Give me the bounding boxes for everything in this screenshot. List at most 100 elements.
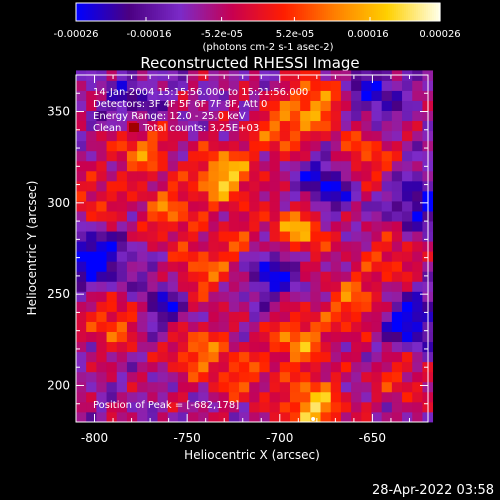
heatmap-cell [126,160,138,172]
colorbar-segment [424,3,427,21]
heatmap-cell [300,391,311,403]
heatmap-cell [381,150,393,162]
heatmap-cell [381,261,393,272]
heatmap-cell [310,70,321,81]
heatmap-cell [259,211,270,222]
heatmap-cell [76,140,87,152]
heatmap-cell [147,221,158,232]
heatmap-cell [412,130,423,142]
heatmap-cell [86,90,97,101]
heatmap-cell [167,371,179,383]
heatmap-cell [371,361,383,373]
heatmap-cell [249,140,260,152]
heatmap-cell [157,190,169,202]
heatmap-cell [218,100,230,112]
colorbar-segment [284,3,287,21]
heatmap-cell [351,150,362,162]
heatmap-cell [279,301,291,312]
heatmap-cell [208,361,220,373]
heatmap-cell [198,241,209,252]
heatmap-cell [228,381,240,393]
colorbar-segment [138,3,141,21]
colorbar-segment [108,3,111,21]
heatmap-cell [228,391,240,403]
heatmap-cell [330,261,342,272]
heatmap-cell [371,140,383,152]
heatmap-cell [279,211,291,222]
colorbar-segment [136,3,139,21]
heatmap-cell [147,291,158,302]
heatmap-cell [157,361,169,373]
heatmap-cell [76,361,87,373]
heatmap-cell [218,140,230,152]
heatmap-cell [137,190,148,202]
heatmap-cell [167,231,179,242]
heatmap-cell [361,180,372,192]
heatmap-cell [371,251,383,262]
heatmap-cell [351,90,362,101]
colorbar-segment [262,3,265,21]
heatmap-cell [340,120,352,132]
heatmap-cell [310,170,321,182]
heatmap-cell [96,70,107,81]
heatmap-cell [106,80,118,91]
heatmap-cell [96,190,107,202]
heatmap-cell [157,170,169,182]
colorbar-segment [282,3,285,21]
heatmap-cell [76,381,87,393]
heatmap-cell [351,301,362,312]
heatmap-cell [96,301,107,312]
heatmap-cell [391,150,403,162]
colorbar-segment [216,3,219,21]
heatmap-cell [116,130,128,142]
heatmap-cell [259,291,270,302]
heatmap-cell [208,130,220,142]
heatmap-cell [106,271,118,282]
heatmap-cell [340,150,352,162]
heatmap-cell [76,221,87,232]
heatmap-cell [300,311,311,322]
heatmap-cell [208,271,220,282]
heatmap-cell [289,140,301,152]
heatmap-cell [198,391,209,403]
heatmap-cell [137,281,148,292]
heatmap-cell [147,411,158,423]
colorbar-segment [124,3,127,21]
colorbar-segment [298,3,301,21]
heatmap-cell [330,381,342,393]
heatmap-cell [198,231,209,242]
heatmap-cell [126,70,138,81]
heatmap-cell [76,120,87,132]
heatmap-cell [137,351,148,363]
heatmap-cell [279,160,291,172]
heatmap-cell [116,251,128,262]
colorbar-segment [342,3,345,21]
colorbar-segment [326,3,329,21]
heatmap-cell [300,241,311,252]
heatmap-cell [340,381,352,393]
heatmap-cell [340,170,352,182]
heatmap-cell [381,231,393,242]
colorbar-segment [384,3,387,21]
heatmap-cell [320,371,332,383]
heatmap-cell [96,130,107,142]
heatmap-cell [218,281,230,292]
colorbar-segment [290,3,293,21]
heatmap-cell [228,341,240,353]
heatmap-cell [351,251,362,262]
heatmap-cell [402,301,413,312]
heatmap-cell [76,211,87,222]
colorbar-segment [182,3,185,21]
colorbar-segment [132,3,135,21]
colorbar-segment [350,3,353,21]
heatmap-cell [259,110,270,122]
heatmap-cell [106,231,118,242]
heatmap-cell [157,291,169,302]
heatmap-cell [340,371,352,383]
heatmap-cell [351,231,362,242]
heatmap-cell [340,351,352,363]
heatmap-cell [218,90,230,101]
heatmap-cell [310,271,321,282]
heatmap-cell [116,100,128,112]
y-ticks [76,74,428,423]
